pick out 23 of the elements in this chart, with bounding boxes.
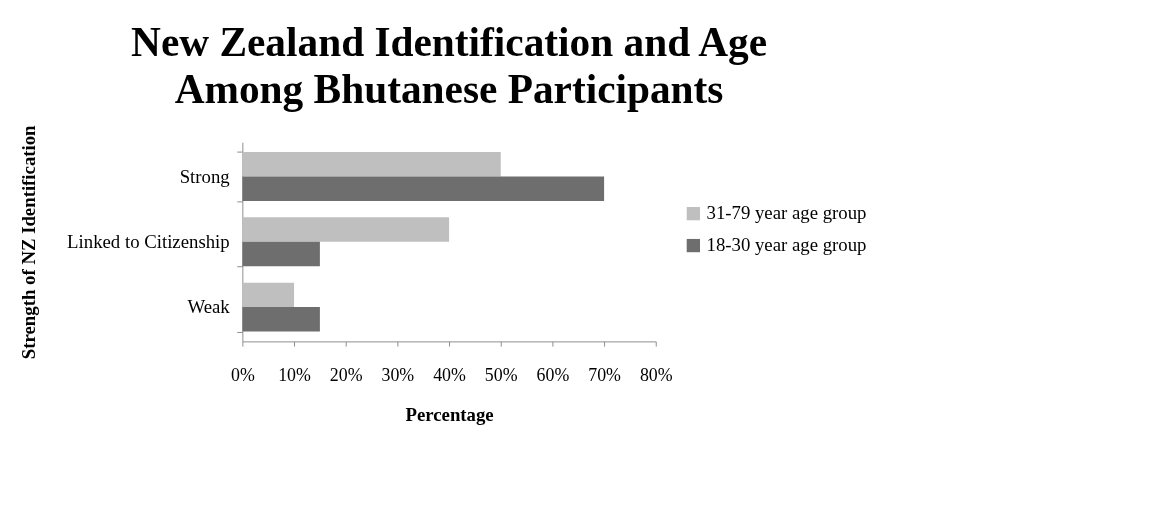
legend-label: 18-30 year age group: [706, 234, 867, 256]
bar: [242, 217, 450, 242]
bar: [242, 176, 605, 202]
bar: [242, 241, 320, 267]
x-tick-label: 30%: [381, 365, 415, 386]
chart-title: New Zealand Identification and Age Among Bhutanese Participants: [131, 19, 768, 113]
x-axis-title: Percentage: [405, 403, 494, 425]
y-tick-label: Weak: [187, 296, 231, 318]
y-axis-title: Strength of NZ Identification: [17, 124, 39, 360]
bar: [242, 152, 501, 177]
bar: [242, 307, 320, 332]
x-tick-label: 40%: [433, 365, 467, 386]
bar: [242, 282, 295, 308]
x-tick-label: 70%: [588, 365, 622, 386]
x-tick-label: 60%: [536, 365, 570, 386]
y-tick-label: Linked to Citizenship: [67, 230, 230, 252]
y-tick-label: Strong: [179, 165, 231, 187]
x-tick-label: 20%: [329, 365, 363, 386]
x-tick-label: 0%: [230, 365, 255, 386]
x-tick-label: 10%: [278, 365, 312, 386]
legend-label: 31-79 year age group: [706, 202, 867, 224]
x-tick-label: 50%: [484, 365, 518, 386]
x-tick-label: 80%: [639, 365, 673, 386]
